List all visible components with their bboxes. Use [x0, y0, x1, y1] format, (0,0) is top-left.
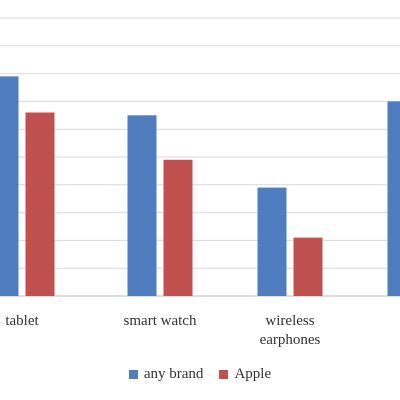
- category-label: smart watch: [124, 313, 197, 329]
- legend-item-any-brand: any brand: [128, 366, 204, 383]
- bar-any-brand-1: [127, 115, 157, 296]
- legend-swatch-any-brand: [128, 370, 138, 379]
- bar-any-brand-0: [0, 76, 19, 296]
- bar-any-brand-3: [387, 101, 400, 297]
- category-label: wireless earphones: [260, 313, 321, 348]
- legend-label-any-brand: any brand: [143, 366, 204, 382]
- bar-apple-1: [163, 159, 193, 296]
- bars: [0, 76, 400, 297]
- bar-apple-2: [293, 237, 323, 296]
- gridlines: [0, 17, 400, 297]
- legend: any brand Apple: [0, 366, 400, 383]
- category-label: tablet: [5, 313, 39, 329]
- bar-apple-0: [25, 112, 55, 297]
- legend-item-apple: Apple: [219, 366, 271, 383]
- bar-any-brand-2: [257, 187, 287, 296]
- legend-label-apple: Apple: [234, 366, 272, 382]
- legend-swatch-apple: [219, 370, 229, 379]
